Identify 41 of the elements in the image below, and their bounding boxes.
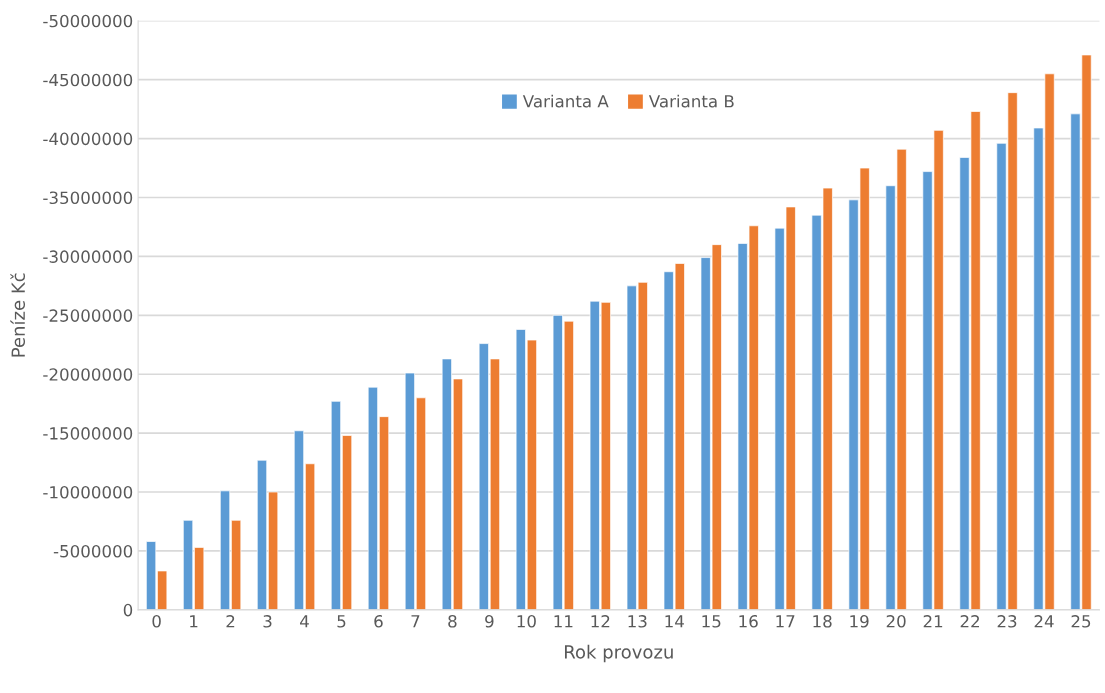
- x-tick-label: 23: [997, 615, 1017, 628]
- y-tick-label: -45000000: [43, 73, 133, 87]
- y-tick-label: -40000000: [43, 132, 133, 146]
- x-tick-label: 8: [448, 615, 457, 628]
- x-tick-label: 16: [739, 615, 758, 628]
- x-tick-label: 11: [554, 615, 573, 628]
- y-tick-label: -50000000: [43, 14, 133, 28]
- x-tick-label: 1: [190, 615, 198, 628]
- x-tick-label: 25: [1071, 615, 1091, 628]
- x-tick-label: 5: [337, 615, 346, 628]
- x-tick-label: 18: [813, 615, 832, 628]
- y-tick-label: -10000000: [43, 485, 133, 499]
- x-tick-label: 24: [1034, 615, 1054, 628]
- x-tick-label: 14: [665, 615, 684, 628]
- x-tick-label: 6: [374, 615, 383, 628]
- legend-label: Varianta B: [648, 94, 734, 108]
- y-tick-label: 0: [123, 603, 133, 617]
- x-tick-label: 19: [850, 615, 869, 628]
- x-axis-title: Rok provozu: [564, 644, 673, 663]
- x-tick-label: 17: [776, 615, 795, 628]
- x-tick-label: 10: [517, 615, 536, 628]
- x-tick-label: 3: [263, 615, 272, 628]
- legend-label: Varianta A: [522, 94, 609, 108]
- x-tick-label: 9: [485, 615, 494, 628]
- y-tick-label: -20000000: [43, 368, 133, 381]
- x-tick-label: 21: [923, 615, 943, 628]
- y-tick-label: -5000000: [53, 544, 133, 558]
- y-tick-label: -30000000: [43, 250, 133, 263]
- x-tick-label: 12: [591, 615, 610, 628]
- y-axis-title: Peníze Kč: [10, 273, 26, 357]
- x-tick-label: 7: [411, 615, 420, 628]
- y-tick-label: -25000000: [43, 309, 133, 322]
- y-tick-label: -15000000: [43, 427, 133, 440]
- x-tick-label: 22: [960, 615, 979, 628]
- x-tick-label: 2: [226, 615, 235, 628]
- y-tick-label: -35000000: [43, 191, 133, 205]
- x-tick-label: 20: [886, 615, 906, 628]
- x-tick-label: 13: [628, 615, 647, 628]
- x-tick-label: 15: [702, 615, 721, 628]
- x-tick-label: 0: [152, 615, 161, 628]
- x-tick-label: 4: [300, 615, 309, 628]
